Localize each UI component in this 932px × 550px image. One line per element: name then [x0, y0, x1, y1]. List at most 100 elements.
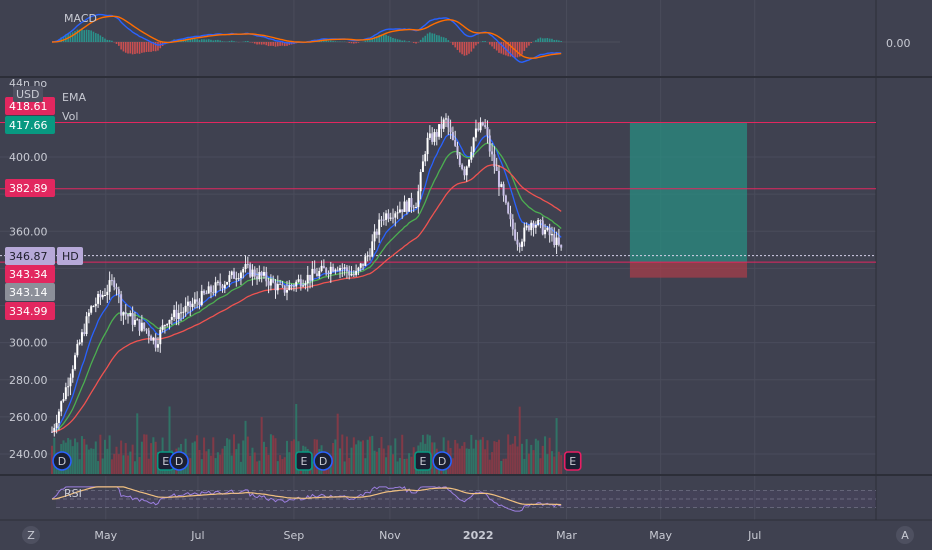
event-marker-0[interactable]: D	[52, 451, 72, 471]
macd-hist-37	[136, 42, 139, 54]
price-bar-body-31	[122, 312, 125, 316]
price-bar-body-141	[375, 231, 378, 235]
long-position-box[interactable]	[629, 122, 748, 278]
event-marker-5[interactable]: E	[414, 451, 432, 471]
volume-bar-133	[357, 440, 360, 474]
ema-indicator-label[interactable]: EMA	[62, 91, 86, 104]
macd-hist-172	[447, 40, 450, 42]
macd-hist-149	[394, 38, 397, 42]
macd-hist-60	[189, 38, 192, 42]
volume-bar-27	[113, 453, 116, 474]
macd-hist-136	[364, 40, 367, 42]
price-tag-6: 334.99	[5, 302, 55, 320]
macd-hist-102	[286, 42, 288, 46]
macd-hist-215	[546, 38, 549, 42]
event-marker-7[interactable]: E	[563, 451, 582, 471]
volume-bar-87	[251, 447, 254, 474]
volume-bar-59	[186, 461, 189, 474]
macd-hist-15	[85, 29, 88, 42]
event-marker-3[interactable]: E	[295, 451, 313, 471]
price-bar-body-158	[415, 207, 418, 209]
price-bar-body-219	[555, 237, 558, 246]
volume-bar-90	[258, 460, 261, 474]
price-bar-body-51	[168, 319, 171, 324]
event-marker-letter: D	[58, 455, 66, 468]
price-bar-body-151	[398, 209, 401, 213]
volume-bar-177	[458, 448, 461, 474]
macd-hist-176	[456, 42, 459, 50]
volume-bar-176	[456, 443, 459, 474]
volume-bar-88	[253, 452, 256, 474]
earnings-marker-box	[295, 451, 313, 471]
price-bar-body-200	[511, 219, 514, 230]
price-bar-body-118	[322, 265, 325, 269]
macd-hist-67	[205, 39, 208, 42]
event-marker-1[interactable]: E	[156, 451, 175, 471]
price-tag-value: 343.34	[9, 268, 48, 281]
event-marker-4[interactable]: D	[313, 451, 333, 471]
volume-bar-151	[398, 457, 401, 474]
vol-indicator-label[interactable]: Vol	[62, 110, 78, 123]
volume-bar-216	[548, 437, 551, 474]
volume-bar-218	[553, 456, 556, 474]
event-marker-2[interactable]: D	[169, 451, 189, 471]
volume-bar-152	[401, 434, 404, 474]
macd-hist-93	[265, 42, 268, 46]
price-bar-body-140	[373, 231, 376, 242]
macd-signal-line	[51, 15, 562, 59]
price-bar-body-123	[334, 269, 337, 272]
price-bar-body-7	[67, 386, 70, 388]
price-bar-body-155	[408, 198, 411, 212]
volume-bar-126	[341, 434, 344, 474]
auto-scale-left-button[interactable]: Z	[22, 526, 40, 544]
volume-bar-192	[493, 441, 496, 474]
price-bar-body-136	[364, 256, 367, 266]
macd-hist-167	[435, 35, 438, 42]
price-bar-body-70	[212, 292, 215, 294]
macd-hist-32	[124, 42, 127, 53]
volume-bar-130	[350, 447, 353, 474]
price-bar-body-148	[391, 217, 394, 219]
price-bar-body-75	[223, 284, 226, 289]
macd-hist-168	[438, 35, 440, 42]
price-bar-body-125	[339, 268, 341, 271]
price-tag-4: 343.34	[5, 265, 55, 283]
volume-bar-77	[228, 439, 231, 474]
volume-bar-184	[474, 439, 477, 474]
price-bar-body-22	[101, 295, 104, 298]
price-bar-body-156	[410, 198, 413, 208]
volume-bar-17	[90, 448, 93, 474]
price-bar-body-146	[387, 213, 390, 219]
macd-hist-91	[260, 42, 263, 45]
volume-bar-201	[514, 436, 517, 474]
dividend-marker-circle	[169, 451, 189, 471]
macd-hist-202	[516, 42, 519, 58]
macd-hist-170	[442, 37, 445, 42]
event-marker-6[interactable]: D	[432, 451, 452, 471]
volume-bar-71	[214, 458, 217, 474]
price-bar-body-86	[249, 264, 252, 277]
volume-bar-185	[477, 440, 480, 474]
macd-hist-95	[270, 42, 272, 46]
price-tag-1: 417.66	[5, 116, 55, 134]
volume-bar-20	[97, 461, 100, 474]
auto-scale-right-button[interactable]: A	[896, 526, 914, 544]
macd-hist-46	[157, 42, 159, 51]
price-bar-body-213	[541, 220, 544, 235]
price-bar-body-182	[470, 151, 473, 160]
horizontal-levels[interactable]	[0, 121, 876, 263]
macd-hist-141	[376, 36, 378, 42]
volume-bar-18	[92, 448, 95, 474]
volume-bar-60	[189, 458, 192, 474]
price-bar-body-3	[57, 411, 60, 423]
macd-hist-74	[221, 41, 224, 42]
price-tag-value: 343.14	[9, 286, 48, 299]
macd-hist-206	[525, 42, 528, 48]
volume-bar-155	[408, 453, 411, 474]
price-bar-body-44	[152, 337, 155, 341]
macd-hist-66	[203, 39, 205, 42]
macd-hist-129	[348, 42, 351, 43]
volume-bar-131	[352, 437, 355, 474]
